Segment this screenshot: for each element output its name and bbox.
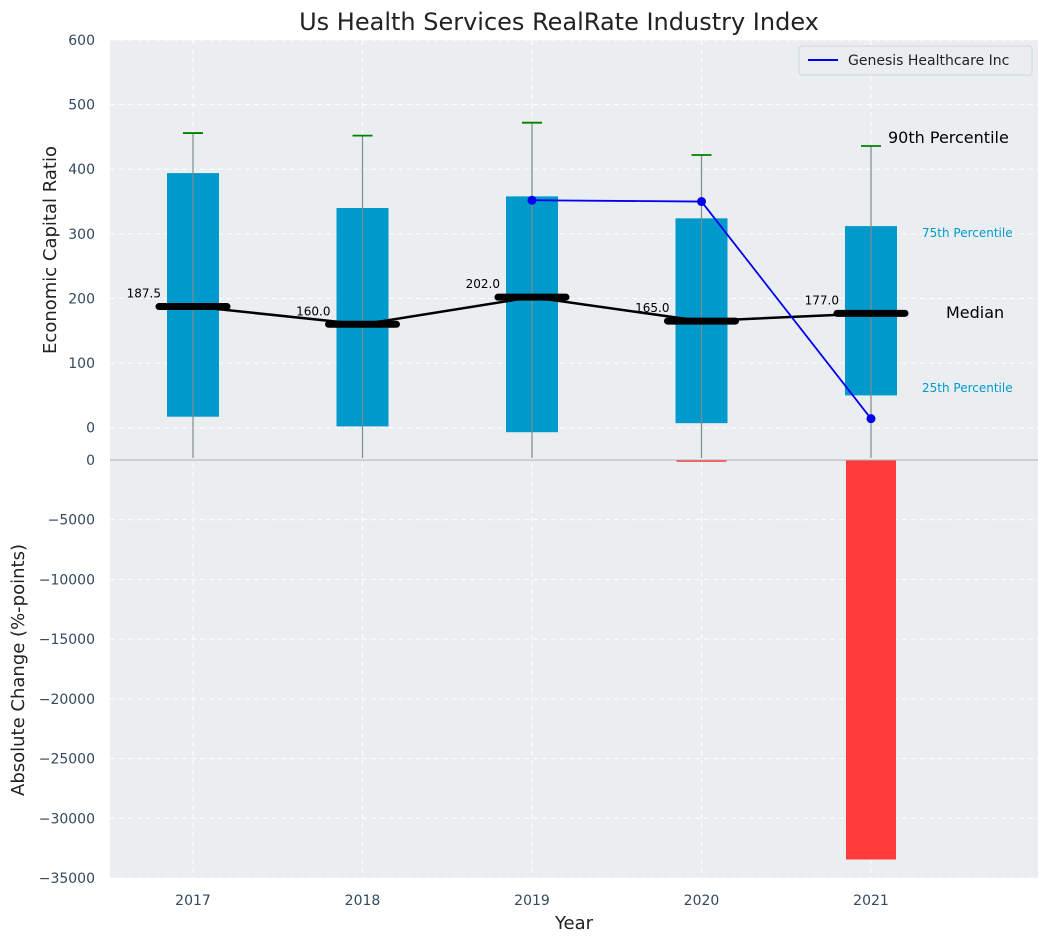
change-bar xyxy=(846,460,896,860)
side-label-median: Median xyxy=(946,303,1004,322)
bottom-y-tick-label: −10000 xyxy=(39,572,95,588)
bottom-y-tick-label: −35000 xyxy=(39,871,95,887)
company-point xyxy=(697,197,706,207)
x-tick-label: 2017 xyxy=(175,893,211,909)
change-bar xyxy=(676,460,727,462)
x-tick-label: 2018 xyxy=(345,893,381,909)
top-y-axis-title: Economic Capital Ratio xyxy=(40,146,61,354)
top-y-tick-label: 100 xyxy=(68,356,95,372)
bottom-y-tick-label: −5000 xyxy=(48,513,95,529)
x-tick-label: 2019 xyxy=(514,893,550,909)
x-tick-label: 2020 xyxy=(684,893,720,909)
legend: Genesis Healthcare Inc xyxy=(798,45,1033,76)
bottom-y-tick-label: −25000 xyxy=(39,752,95,768)
side-label-p75: 75th Percentile xyxy=(922,226,1013,240)
median-value-label: 177.0 xyxy=(805,293,839,307)
bottom-plot-area xyxy=(110,460,1038,878)
median-value-label: 160.0 xyxy=(296,304,330,318)
x-ticks: 2017 2018 2019 2020 2021 xyxy=(175,893,889,909)
top-plot-area xyxy=(110,40,1038,460)
bottom-y-tick-label: −15000 xyxy=(39,632,95,648)
percentile-boxes xyxy=(167,121,897,458)
top-y-tick-label: 200 xyxy=(68,291,95,307)
legend-label: Genesis Healthcare Inc xyxy=(848,53,1009,69)
side-label-p25: 25th Percentile xyxy=(922,381,1013,395)
top-y-tick-label: 0 xyxy=(86,421,95,437)
chart-title: Us Health Services RealRate Industry Ind… xyxy=(299,8,819,36)
bottom-y-ticks: 0 −5000 −10000 −15000 −20000 −25000 −30000 −350… xyxy=(39,453,95,887)
company-point xyxy=(527,195,537,205)
top-y-ticks: 0 100 200 300 400 500 600 xyxy=(68,33,95,437)
side-label-p90: 90th Percentile xyxy=(888,128,1009,147)
median-value-label: 165.0 xyxy=(635,301,669,315)
percentile-side-labels: 90th Percentile 75th Percentile Median 2… xyxy=(888,128,1013,395)
bottom-y-tick-label: 0 xyxy=(86,453,95,469)
company-series xyxy=(527,195,876,424)
company-point xyxy=(866,414,876,424)
median-value-label: 202.0 xyxy=(466,277,500,291)
median-value-label: 187.5 xyxy=(127,287,161,301)
x-tick-label: 2021 xyxy=(853,893,889,909)
x-axis-title: Year xyxy=(554,913,594,934)
bottom-y-tick-label: −30000 xyxy=(39,811,95,827)
top-y-tick-label: 600 xyxy=(68,33,95,49)
bottom-y-axis-title: Absolute Change (%-points) xyxy=(8,544,29,796)
median-layer: 187.5 160.0 202.0 165.0 177.0 xyxy=(127,277,909,328)
top-y-tick-label: 500 xyxy=(68,98,95,114)
change-bars xyxy=(676,460,896,860)
bottom-y-tick-label: −20000 xyxy=(39,692,95,708)
top-y-tick-label: 300 xyxy=(68,227,95,243)
legend-box xyxy=(798,45,1033,76)
top-y-tick-label: 400 xyxy=(68,162,95,178)
